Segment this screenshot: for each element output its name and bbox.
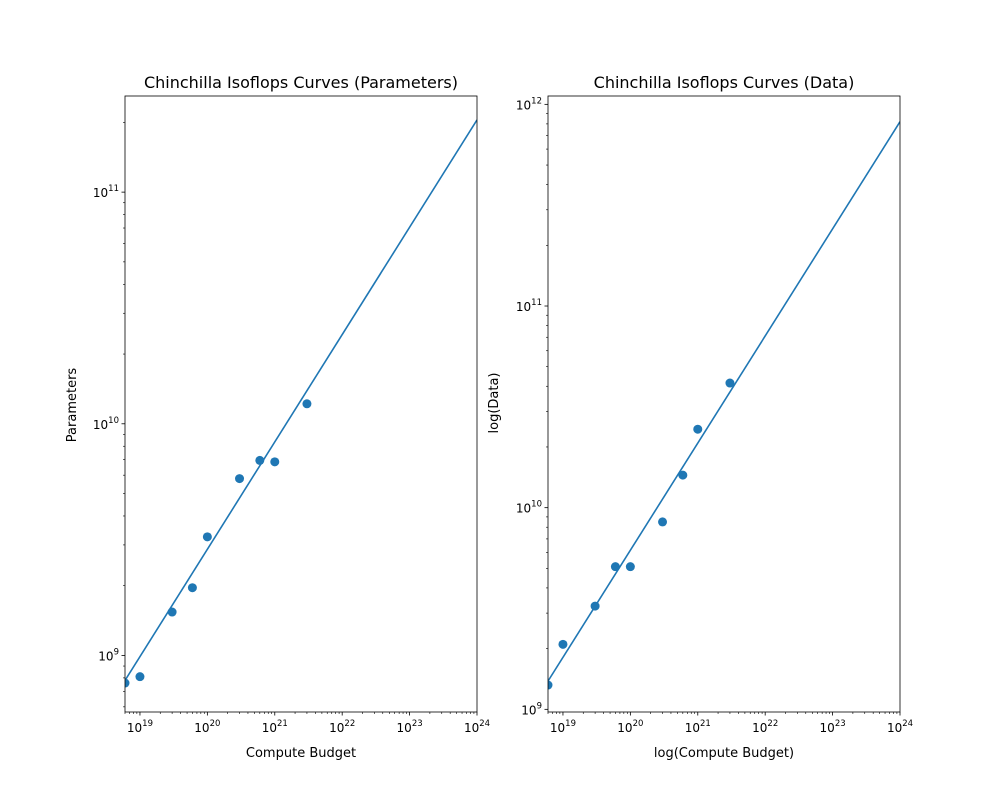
y-axis-label: Parameters: [65, 368, 80, 443]
tick-base: 10: [516, 502, 531, 516]
tick-exponent: 21: [700, 719, 711, 729]
data-point: [693, 424, 703, 434]
data-point: [558, 639, 568, 649]
y-tick-label: 109: [521, 701, 542, 717]
x-tick-label: 1020: [194, 719, 220, 735]
data-point: [135, 672, 145, 682]
tick-exponent: 10: [108, 416, 119, 426]
tick-exponent: 19: [142, 719, 153, 729]
tick-exponent: 24: [479, 719, 490, 729]
data-point: [270, 457, 280, 467]
data-point: [255, 455, 265, 465]
data-point: [590, 601, 600, 611]
x-tick-label: 1020: [617, 719, 643, 735]
data-point: [548, 680, 553, 690]
tick-exponent: 19: [565, 719, 576, 729]
x-tick-label: 1024: [887, 719, 913, 735]
x-tick-label: 1019: [127, 719, 153, 735]
data-point: [125, 678, 130, 688]
x-tick-label: 1021: [262, 719, 288, 735]
scatter-points: [125, 399, 312, 688]
data-point: [302, 399, 312, 409]
data-point: [678, 470, 688, 480]
fit-line: [125, 119, 477, 681]
chart-title: Chinchilla Isoflops Curves (Data): [594, 73, 855, 92]
tick-exponent: 22: [767, 719, 778, 729]
fit-line: [548, 121, 900, 682]
y-axis-label: log(Data): [487, 372, 502, 433]
chart-data: Chinchilla Isoflops Curves (Data) log(Co…: [487, 73, 913, 761]
tick-exponent: 12: [531, 96, 542, 106]
chart-parameters: Chinchilla Isoflops Curves (Parameters) …: [65, 73, 490, 761]
data-point: [610, 562, 620, 572]
tick-exponent: 21: [277, 719, 288, 729]
data-point: [625, 562, 635, 572]
x-tick-label: 1023: [397, 719, 423, 735]
tick-base: 10: [887, 721, 902, 735]
tick-exponent: 9: [114, 647, 119, 657]
tick-base: 10: [329, 721, 344, 735]
tick-base: 10: [194, 721, 209, 735]
data-point: [167, 607, 177, 617]
tick-exponent: 10: [531, 500, 542, 510]
tick-base: 10: [397, 721, 412, 735]
tick-base: 10: [93, 186, 108, 200]
tick-base: 10: [550, 721, 565, 735]
tick-base: 10: [98, 649, 113, 663]
tick-base: 10: [617, 721, 632, 735]
data-point: [658, 517, 668, 527]
y-tick-label: 1011: [93, 184, 119, 200]
data-point: [725, 378, 735, 388]
tick-base: 10: [93, 418, 108, 432]
y-tick-label: 1010: [93, 416, 119, 432]
x-tick-label: 1021: [685, 719, 711, 735]
x-tick-label: 1024: [464, 719, 490, 735]
tick-base: 10: [262, 721, 277, 735]
tick-base: 10: [820, 721, 835, 735]
axes-frame: [547, 95, 901, 713]
y-tick-label: 109: [98, 647, 119, 663]
data-point: [202, 532, 212, 542]
tick-base: 10: [516, 98, 531, 112]
x-axis-label: log(Compute Budget): [654, 746, 794, 761]
tick-exponent: 24: [902, 719, 913, 729]
x-axis-label: Compute Budget: [246, 746, 356, 761]
data-point: [235, 474, 245, 484]
x-tick-label: 1022: [752, 719, 778, 735]
y-tick-label: 1012: [516, 96, 542, 112]
tick-exponent: 22: [344, 719, 355, 729]
y-tick-label: 1011: [516, 298, 542, 314]
tick-exponent: 11: [531, 298, 542, 308]
data-point: [187, 583, 197, 593]
tick-exponent: 23: [412, 719, 423, 729]
tick-base: 10: [464, 721, 479, 735]
y-tick-label: 1010: [516, 500, 542, 516]
axes-frame: [124, 95, 478, 713]
x-tick-label: 1023: [820, 719, 846, 735]
chart-title: Chinchilla Isoflops Curves (Parameters): [144, 73, 458, 92]
tick-exponent: 11: [108, 184, 119, 194]
tick-exponent: 9: [537, 701, 542, 711]
tick-exponent: 20: [210, 719, 221, 729]
x-tick-label: 1022: [329, 719, 355, 735]
tick-base: 10: [127, 721, 142, 735]
tick-base: 10: [516, 300, 531, 314]
tick-base: 10: [521, 703, 536, 717]
x-tick-label: 1019: [550, 719, 576, 735]
tick-exponent: 23: [835, 719, 846, 729]
tick-base: 10: [685, 721, 700, 735]
tick-base: 10: [752, 721, 767, 735]
tick-exponent: 20: [633, 719, 644, 729]
scatter-points: [548, 378, 735, 690]
